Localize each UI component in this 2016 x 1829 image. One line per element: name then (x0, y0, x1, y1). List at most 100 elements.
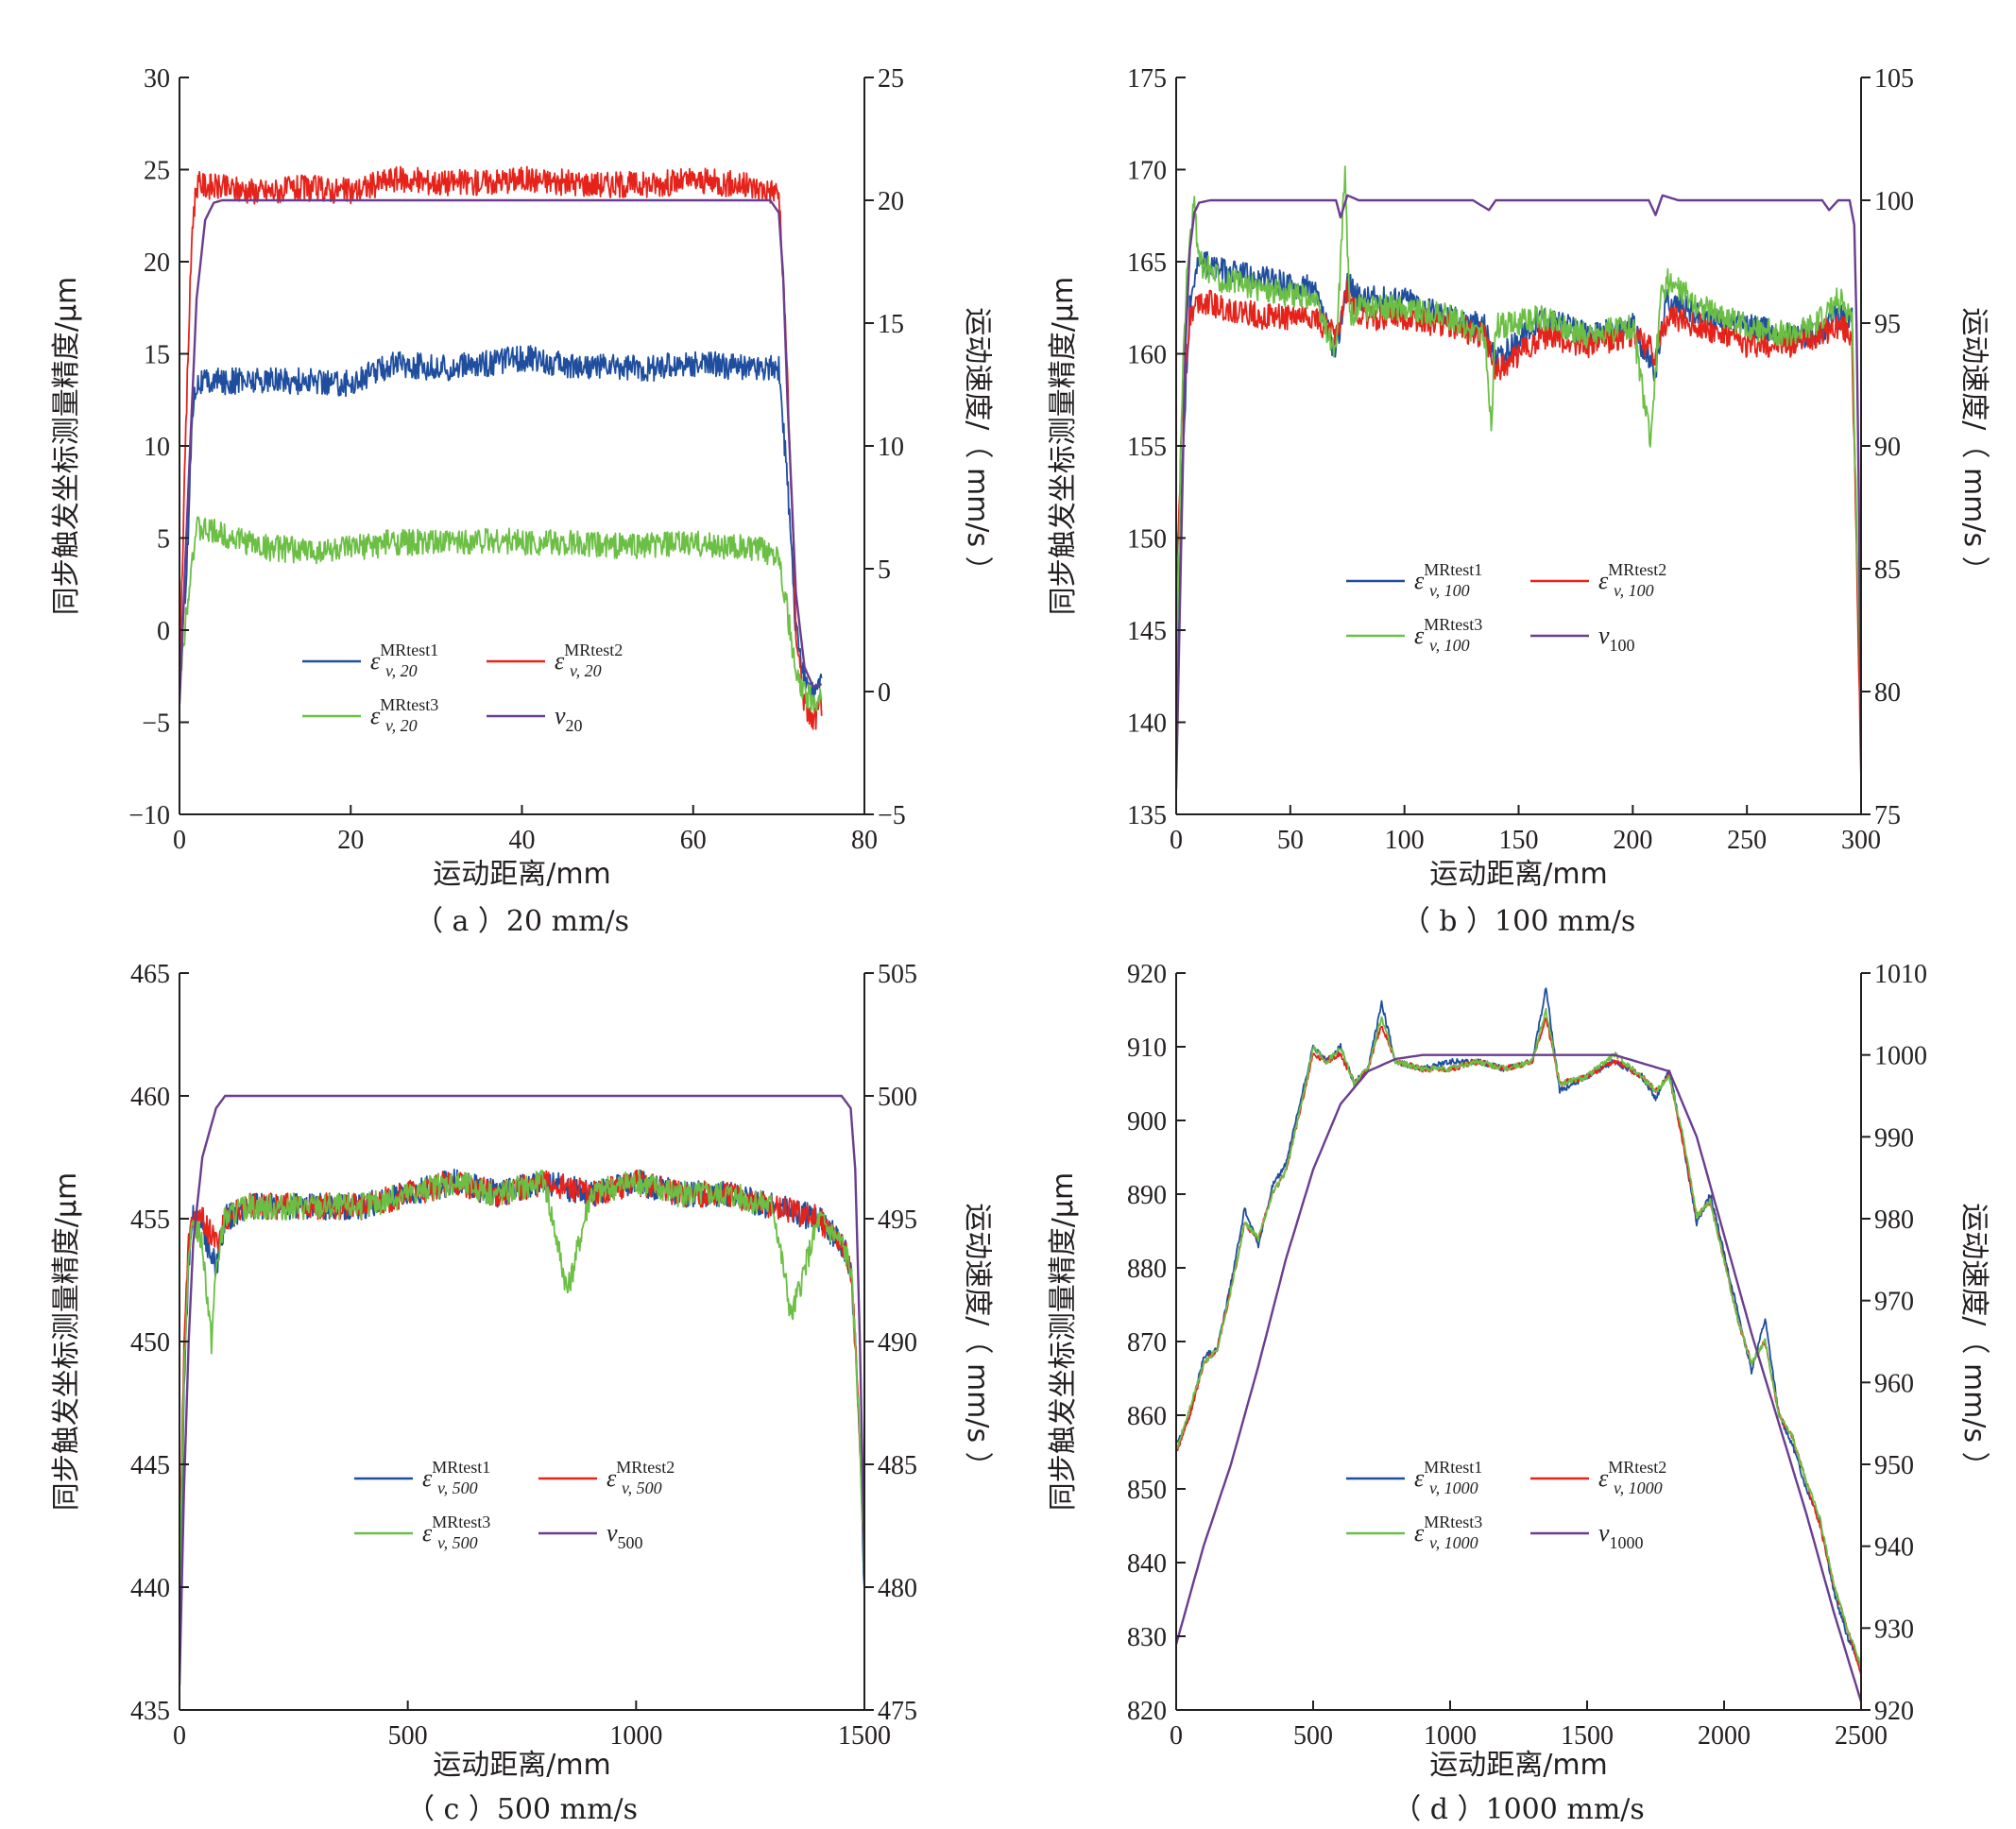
y-right-tick-label: 100 (1874, 187, 1914, 216)
y-right-tick-label: 10 (878, 433, 904, 462)
x-tick-label: 50 (1277, 826, 1304, 855)
y-left-tick-label: 465 (130, 960, 170, 989)
y-right-tick-label: 20 (878, 187, 904, 216)
y-left-tick-label: 0 (157, 617, 170, 646)
y-left-tick-label: 15 (144, 341, 170, 370)
legend-symbol: ε (370, 647, 381, 675)
y-left-tick-label: 140 (1127, 709, 1167, 739)
x-tick-label: 60 (680, 826, 707, 855)
series-line-MRtest1 (179, 1169, 864, 1671)
series-line-MRtest3 (1176, 165, 1861, 719)
y-left-axis-label: 同步触发坐标测量精度/μm (1047, 277, 1080, 615)
y-left-tick-label: 155 (1127, 433, 1167, 462)
x-tick-label: 2500 (1835, 1721, 1888, 1751)
x-tick-label: 100 (1385, 826, 1425, 855)
y-right-tick-label: 480 (878, 1574, 917, 1603)
legend-label: εMRtest3 v, 100 (1414, 615, 1482, 655)
legend-subscript: v, 20 (385, 661, 418, 680)
legend-subscript: v, 500 (437, 1533, 478, 1552)
legend-superscript: MRtest2 (564, 641, 623, 659)
chart-panel-1: 0 50 100 150 200 250 300 135 140 145 150 155 160 165 1… (1047, 64, 1990, 938)
y-left-tick-label: 20 (144, 248, 170, 278)
series-group (1176, 165, 1861, 791)
x-axis-label: 运动距离/mm (433, 1749, 611, 1782)
series-line-MRtest3 (179, 516, 823, 712)
y-left-axis-label: 同步触发坐标测量精度/μm (50, 1172, 83, 1511)
y-right-tick-label: 990 (1874, 1123, 1914, 1153)
y-left-tick-label: 870 (1127, 1328, 1167, 1358)
series-line-v (1176, 1053, 1861, 1702)
y-left-tick-label: 455 (130, 1205, 170, 1235)
legend-superscript: MRtest2 (1608, 560, 1666, 579)
legend-subscript: 20 (566, 716, 583, 735)
y-left-axis-label: 同步触发坐标测量精度/μm (50, 277, 83, 615)
legend-label: v1000 (1598, 1519, 1644, 1552)
x-tick-label: 200 (1613, 826, 1652, 855)
legend-superscript: MRtest3 (380, 695, 438, 714)
y-left-tick-label: 910 (1127, 1034, 1167, 1063)
y-left-tick-label: 135 (1127, 801, 1167, 830)
x-tick-label: 150 (1499, 826, 1539, 855)
legend-symbol: ε (555, 647, 565, 675)
legend-symbol: v (1598, 1519, 1610, 1547)
y-right-tick-label: 940 (1874, 1533, 1914, 1563)
legend-label: εMRtest1 v, 1000 (1414, 1458, 1482, 1497)
legend-label: εMRtest3 v, 20 (370, 695, 438, 735)
y-right-tick-label: 920 (1874, 1697, 1914, 1726)
chart-panel-0: 0 20 40 60 80 −10 −5 0 5 10 15 20 25 30 −5 0 5 10 15 20 25 运动… (50, 64, 994, 938)
legend-symbol: ε (1414, 622, 1425, 649)
y-right-axis-label: 运动速度/（ mm/s ） (961, 1203, 994, 1479)
legend-label: εMRtest2 v, 20 (555, 641, 623, 680)
panel-caption: （ b ）100 mm/s (1402, 905, 1635, 938)
series-line-MRtest3 (1176, 1007, 1861, 1667)
y-right-tick-label: 505 (878, 960, 917, 989)
y-left-tick-label: 460 (130, 1083, 170, 1112)
x-tick-label: 2000 (1698, 1721, 1751, 1751)
y-right-tick-label: 15 (878, 310, 904, 339)
y-left-tick-label: 165 (1127, 248, 1167, 278)
y-right-axis-label: 运动速度/（ mm/s ） (961, 307, 994, 584)
legend-subscript: 100 (1610, 636, 1635, 655)
y-right-tick-label: 90 (1874, 433, 1901, 462)
x-axis-label: 运动距离/mm (1429, 858, 1608, 891)
legend-label: εMRtest1 v, 20 (370, 641, 438, 680)
series-group (179, 165, 823, 730)
y-right-tick-label: 0 (878, 678, 891, 708)
x-tick-label: 1500 (1561, 1721, 1614, 1751)
x-tick-label: 500 (1293, 1721, 1333, 1751)
x-tick-label: 40 (509, 826, 536, 855)
legend-subscript: v, 20 (385, 716, 418, 735)
y-left-tick-label: 840 (1127, 1549, 1167, 1579)
legend-symbol: ε (1598, 567, 1609, 594)
legend-superscript: MRtest2 (1608, 1458, 1666, 1477)
y-right-tick-label: 85 (1874, 556, 1901, 585)
legend-symbol: ε (1414, 1464, 1425, 1492)
y-left-tick-label: 850 (1127, 1476, 1167, 1505)
x-tick-label: 80 (851, 826, 878, 855)
y-right-tick-label: 95 (1874, 310, 1901, 339)
legend-symbol: v (555, 702, 566, 729)
y-left-tick-label: 5 (157, 525, 170, 555)
panel-caption: （ a ）20 mm/s (415, 905, 629, 938)
series-line-v (1176, 194, 1861, 791)
legend-label: εMRtest1 v, 500 (422, 1458, 490, 1497)
y-left-tick-label: 440 (130, 1574, 170, 1603)
y-right-tick-label: 495 (878, 1205, 917, 1235)
y-left-tick-label: 150 (1127, 525, 1167, 555)
chart-panel-3: 0 500 1000 1500 2000 2500 820 830 840 850 860 870 88… (1047, 960, 1990, 1826)
y-left-tick-label: 860 (1127, 1402, 1167, 1431)
y-right-tick-label: 475 (878, 1697, 917, 1726)
series-group (179, 1094, 864, 1686)
y-left-tick-label: 890 (1127, 1181, 1167, 1210)
legend-symbol: v (607, 1519, 618, 1547)
y-right-tick-label: −5 (878, 801, 906, 830)
y-left-axis-label: 同步触发坐标测量精度/μm (1047, 1172, 1080, 1511)
legend-symbol: ε (422, 1464, 433, 1492)
legend-subscript: v, 100 (1614, 581, 1654, 600)
legend-symbol: ε (1598, 1464, 1609, 1492)
y-right-tick-label: 1000 (1874, 1042, 1927, 1071)
legend-subscript: v, 1000 (1429, 1479, 1478, 1497)
legend-symbol: ε (1414, 567, 1425, 594)
